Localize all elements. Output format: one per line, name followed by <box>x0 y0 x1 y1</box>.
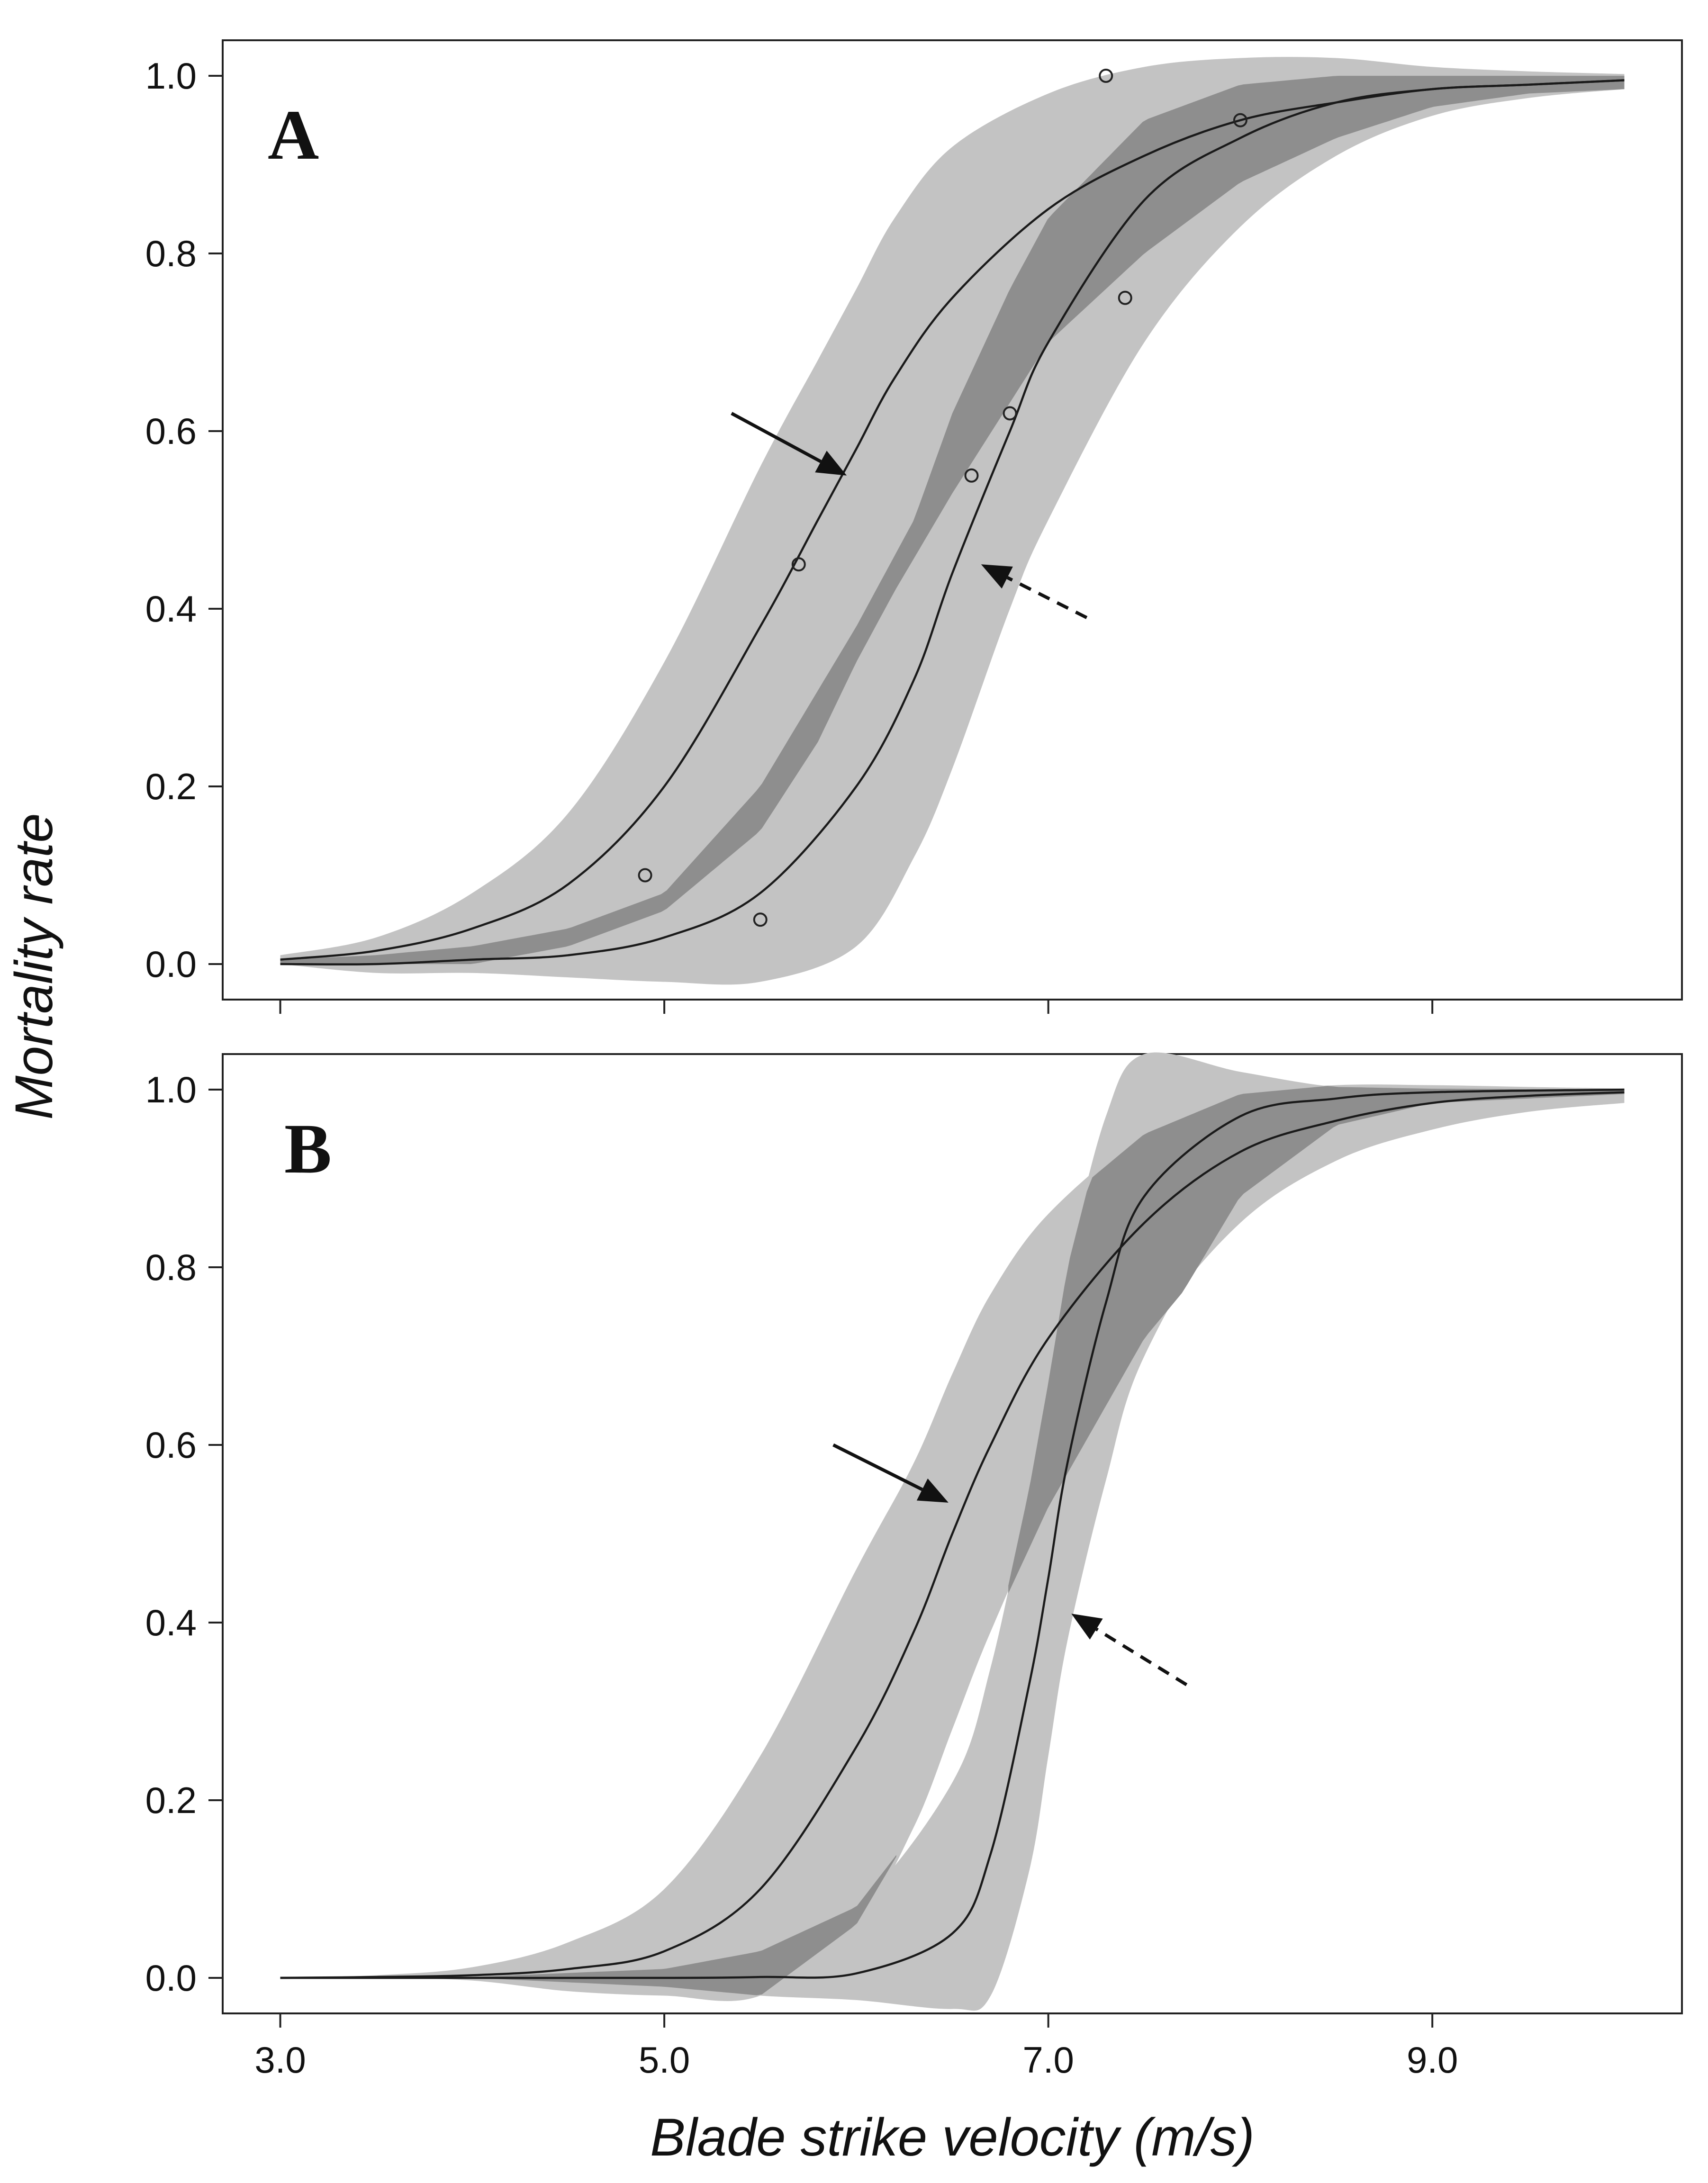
panel-b-xticks: 3.0 5.0 7.0 9.0 <box>254 2013 1458 2081</box>
confidence-band-1 <box>280 57 1625 965</box>
fit-line-1 <box>280 1091 1625 1979</box>
solid-arrow-head <box>815 451 847 476</box>
y-tick-label: 1.0 <box>145 55 197 97</box>
confidence-band-2 <box>280 75 1625 985</box>
panel-a-points <box>638 69 1247 927</box>
x-tick-label: 9.0 <box>1407 2039 1458 2081</box>
data-point <box>1003 406 1017 421</box>
confidence-band-1 <box>280 1084 1625 2001</box>
band-overlap-1 <box>286 1855 896 1995</box>
y-tick-label: 0.8 <box>145 233 197 274</box>
data-point <box>753 912 768 927</box>
dashed-arrow-head <box>981 564 1013 589</box>
y-tick-label: 0.0 <box>145 1957 197 1999</box>
y-tick-label: 0.6 <box>145 1424 197 1466</box>
panel-b-frame <box>222 1053 1683 2014</box>
y-tick-label: 0.4 <box>145 588 197 630</box>
data-point <box>1118 290 1132 305</box>
panel-a-xticks <box>279 1000 1434 1014</box>
y-tick-label: 0.2 <box>145 1779 197 1821</box>
data-point <box>964 468 979 483</box>
dashed-arrow-shaft <box>1006 576 1088 619</box>
data-point <box>638 868 652 883</box>
y-axis-title: Mortality rate <box>4 813 63 1119</box>
solid-arrow-head <box>916 1478 949 1503</box>
data-point <box>791 557 806 572</box>
y-tick-label: 1.0 <box>145 1069 197 1110</box>
y-tick-label: 0.8 <box>145 1246 197 1288</box>
data-point <box>1233 113 1247 127</box>
y-tick-label: 0.2 <box>145 766 197 807</box>
dashed-arrow-head <box>1071 1614 1103 1640</box>
data-point <box>1099 69 1113 83</box>
dashed-arrow-shaft <box>1095 1627 1188 1687</box>
panel-b-label: B <box>284 1110 332 1188</box>
panel-b-arrows <box>832 1443 1188 1687</box>
panel-b-yticks: 0.0 0.2 0.4 0.6 0.8 1.0 <box>145 1069 223 1999</box>
x-axis-title: Blade strike velocity (m/s) <box>650 2108 1255 2167</box>
panel-a-lines <box>280 79 1625 965</box>
panel-a-arrows <box>731 412 1088 619</box>
panel-a: 0.0 0.2 0.4 0.6 0.8 1.0 A <box>145 39 1683 1014</box>
panel-b-overlaps <box>286 1086 1625 1995</box>
panel-a-bands <box>280 57 1625 985</box>
band-overlap-2 <box>1008 1086 1625 1594</box>
panel-b: 0.0 0.2 0.4 0.6 0.8 1.0 3.0 5.0 7.0 9.0 B <box>145 1052 1683 2081</box>
fit-line-2 <box>280 79 1625 965</box>
x-tick-label: 3.0 <box>254 2039 306 2081</box>
panel-b-bands <box>280 1052 1625 2011</box>
panel-a-yticks: 0.0 0.2 0.4 0.6 0.8 1.0 <box>145 55 223 985</box>
fit-line-1 <box>280 79 1625 961</box>
panel-b-lines <box>280 1088 1625 1979</box>
y-tick-label: 0.4 <box>145 1602 197 1643</box>
confidence-band-2 <box>280 1052 1625 2011</box>
y-tick-label: 0.0 <box>145 943 197 985</box>
y-tick-label: 0.6 <box>145 410 197 452</box>
panel-a-label: A <box>268 96 319 174</box>
solid-arrow-shaft <box>832 1443 923 1491</box>
x-tick-label: 5.0 <box>639 2039 690 2081</box>
x-tick-label: 7.0 <box>1022 2039 1074 2081</box>
panel-a-frame <box>222 39 1683 1001</box>
solid-arrow-shaft <box>731 412 822 463</box>
fit-line-2 <box>280 1088 1625 1979</box>
